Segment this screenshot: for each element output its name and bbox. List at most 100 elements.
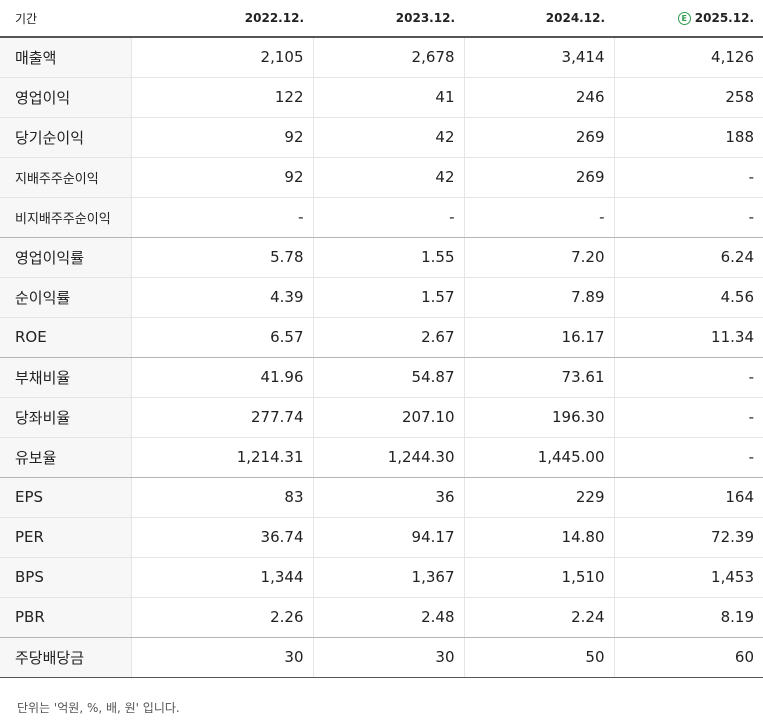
row-label: 부채비율: [0, 357, 131, 398]
table-cell: 1,344: [130, 557, 313, 598]
table-cell: 72.39: [613, 517, 763, 558]
table-cell: 1,510: [463, 557, 614, 598]
table-cell: 269: [463, 117, 614, 158]
table-row: 지배주주순이익 92 42 269 -: [0, 157, 763, 198]
table-row: 주당배당금 30 30 50 60: [0, 637, 763, 678]
row-label: 주당배당금: [0, 637, 131, 678]
period-2024: 2024.12.: [464, 0, 614, 38]
table-cell: 42: [312, 157, 464, 198]
table-cell: 16.17: [463, 317, 614, 358]
table-cell: 122: [130, 77, 313, 118]
table-cell: 36.74: [130, 517, 313, 558]
table-cell: 73.61: [463, 357, 614, 398]
table-row: PBR 2.26 2.48 2.24 8.19: [0, 597, 763, 638]
period-header-label: 기간: [0, 0, 131, 38]
table-cell: 94.17: [312, 517, 464, 558]
table-cell: -: [312, 197, 464, 238]
period-2025-label: 2025.12.: [694, 11, 754, 25]
table-cell: 2.24: [463, 597, 614, 638]
table-header-row: 기간 2022.12. 2023.12. 2024.12. E 2025.12.: [0, 0, 763, 38]
row-label: PER: [0, 517, 131, 558]
table-cell: 41: [312, 77, 464, 118]
table-cell: 92: [130, 117, 313, 158]
period-2023: 2023.12.: [313, 0, 464, 38]
table-row: 당기순이익 92 42 269 188: [0, 117, 763, 158]
table-cell: 83: [130, 477, 313, 518]
table-row: 순이익률 4.39 1.57 7.89 4.56: [0, 277, 763, 318]
table-row: 유보율 1,214.31 1,244.30 1,445.00 -: [0, 437, 763, 478]
table-cell: 6.57: [130, 317, 313, 358]
table-cell: 2.48: [312, 597, 464, 638]
row-label: 영업이익률: [0, 237, 131, 278]
table-cell: 6.24: [613, 237, 763, 278]
table-cell: -: [613, 437, 763, 478]
table-cell: -: [613, 397, 763, 438]
table-row: 영업이익률 5.78 1.55 7.20 6.24: [0, 237, 763, 278]
table-cell: 1.57: [312, 277, 464, 318]
row-label: 지배주주순이익: [0, 157, 131, 198]
table-cell: 11.34: [613, 317, 763, 358]
table-cell: 1.55: [312, 237, 464, 278]
financial-table: 기간 2022.12. 2023.12. 2024.12. E 2025.12. …: [0, 0, 763, 678]
period-2025: E 2025.12.: [614, 0, 763, 38]
table-cell: 2,105: [130, 37, 313, 78]
table-cell: 3,414: [463, 37, 614, 78]
row-label: 당좌비율: [0, 397, 131, 438]
period-2022: 2022.12.: [131, 0, 313, 38]
table-cell: 7.20: [463, 237, 614, 278]
table-cell: 246: [463, 77, 614, 118]
table-cell: 8.19: [613, 597, 763, 638]
row-label: ROE: [0, 317, 131, 358]
table-cell: 188: [613, 117, 763, 158]
table-cell: 1,445.00: [463, 437, 614, 478]
table-cell: 258: [613, 77, 763, 118]
table-row: BPS 1,344 1,367 1,510 1,453: [0, 557, 763, 598]
table-cell: 1,367: [312, 557, 464, 598]
row-label: EPS: [0, 477, 131, 518]
table-cell: 196.30: [463, 397, 614, 438]
table-cell: 2.26: [130, 597, 313, 638]
table-cell: 7.89: [463, 277, 614, 318]
table-cell: 5.78: [130, 237, 313, 278]
table-cell: 60: [613, 637, 763, 678]
table-cell: 1,214.31: [130, 437, 313, 478]
table-cell: 30: [130, 637, 313, 678]
table-cell: 4.56: [613, 277, 763, 318]
row-label: 당기순이익: [0, 117, 131, 158]
table-cell: 4.39: [130, 277, 313, 318]
table-cell: 92: [130, 157, 313, 198]
table-cell: 30: [312, 637, 464, 678]
table-cell: 1,244.30: [312, 437, 464, 478]
table-cell: 36: [312, 477, 464, 518]
table-cell: -: [613, 197, 763, 238]
unit-footnote: 단위는 '억원, %, 배, 원' 입니다.: [17, 700, 180, 715]
table-cell: 42: [312, 117, 464, 158]
row-label: 매출액: [0, 37, 131, 78]
table-cell: 50: [463, 637, 614, 678]
table-cell: -: [613, 357, 763, 398]
table-row: 영업이익 122 41 246 258: [0, 77, 763, 118]
table-cell: 277.74: [130, 397, 313, 438]
table-row: 당좌비율 277.74 207.10 196.30 -: [0, 397, 763, 438]
table-cell: -: [463, 197, 614, 238]
table-cell: 4,126: [613, 37, 763, 78]
table-cell: 164: [613, 477, 763, 518]
table-cell: 41.96: [130, 357, 313, 398]
table-cell: -: [613, 157, 763, 198]
table-cell: 269: [463, 157, 614, 198]
row-label: 순이익률: [0, 277, 131, 318]
estimate-badge-icon: E: [677, 12, 691, 25]
table-row: 매출액 2,105 2,678 3,414 4,126: [0, 37, 763, 78]
row-label: PBR: [0, 597, 131, 638]
row-label: 영업이익: [0, 77, 131, 118]
table-row: EPS 83 36 229 164: [0, 477, 763, 518]
table-cell: 1,453: [613, 557, 763, 598]
row-label: 유보율: [0, 437, 131, 478]
table-row: PER 36.74 94.17 14.80 72.39: [0, 517, 763, 558]
table-cell: 54.87: [312, 357, 464, 398]
table-cell: 207.10: [312, 397, 464, 438]
table-row: 비지배주주순이익 - - - -: [0, 197, 763, 238]
table-cell: 2.67: [312, 317, 464, 358]
table-cell: 14.80: [463, 517, 614, 558]
table-cell: 229: [463, 477, 614, 518]
